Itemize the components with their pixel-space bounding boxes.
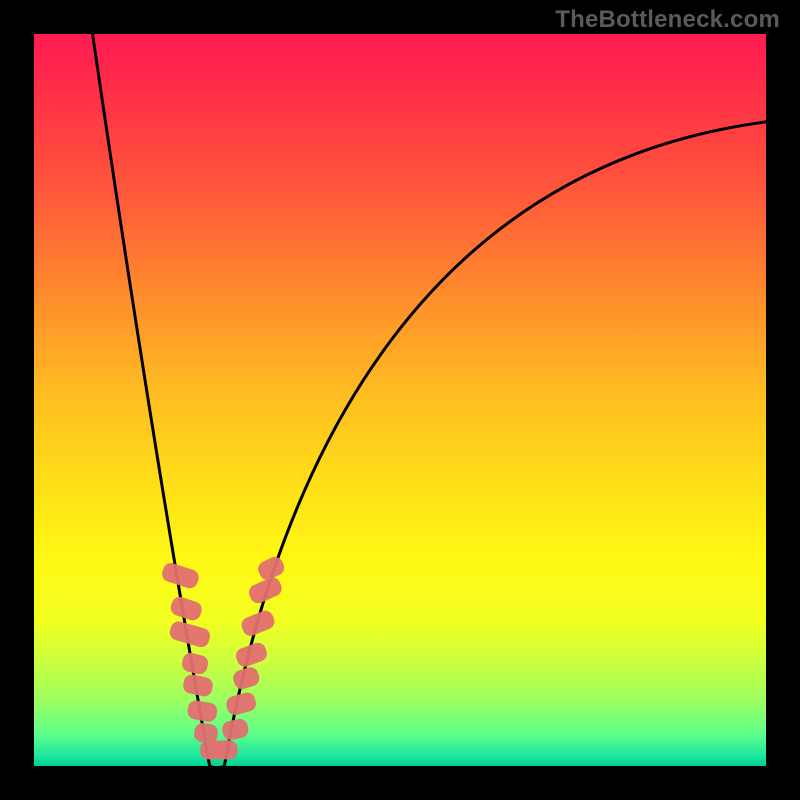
marker-capsule xyxy=(182,673,215,698)
marker-capsule xyxy=(169,595,204,623)
curve-layer xyxy=(34,34,766,766)
marker-capsule xyxy=(255,554,286,582)
marker-capsule xyxy=(214,740,237,759)
chart-container: TheBottleneck.com xyxy=(0,0,800,800)
marker-capsule xyxy=(239,608,277,638)
marker-capsule xyxy=(180,651,209,676)
plot-area xyxy=(34,34,766,766)
marker-capsule xyxy=(246,575,284,606)
marker-capsule xyxy=(221,717,250,741)
marker-capsule xyxy=(234,641,269,669)
marker-capsule xyxy=(225,691,258,717)
curve-markers xyxy=(160,554,287,759)
watermark-text: TheBottleneck.com xyxy=(555,6,780,34)
marker-capsule xyxy=(160,561,201,590)
marker-capsule xyxy=(231,665,261,691)
marker-capsule xyxy=(186,699,218,723)
